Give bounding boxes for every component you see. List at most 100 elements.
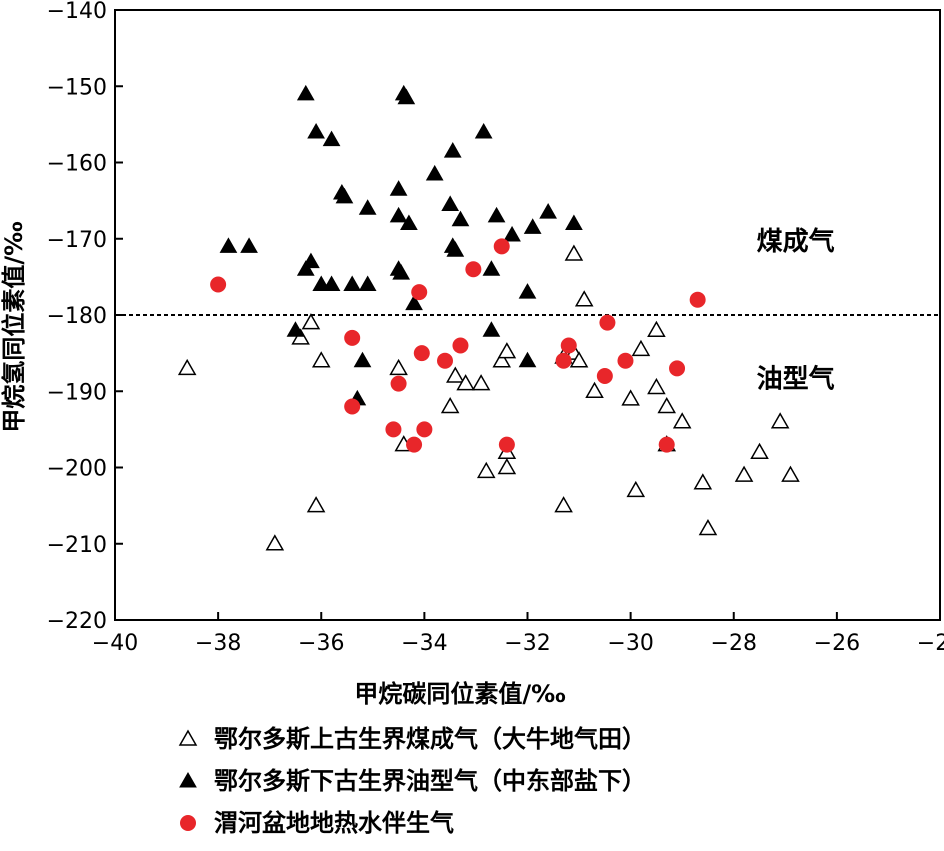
axis-ticks: −40 −38 −36 −34 −32 −30 −28 −26 −24 −140 −150 −160 −… xyxy=(47,0,944,656)
filled-triangle-point xyxy=(389,206,408,223)
filled-triangle-point xyxy=(446,241,465,257)
open-triangle-point xyxy=(265,534,285,551)
legend: 鄂尔多斯上古生界煤成气（大牛地气田） 鄂尔多斯下古生界油型气（中东部盐下） 渭河盆地… xyxy=(178,725,646,837)
red-circle-point xyxy=(437,352,453,369)
filled-triangle-point xyxy=(425,164,444,181)
open-triangle-point xyxy=(693,473,713,490)
red-circle-point xyxy=(493,238,510,255)
legend-label: 鄂尔多斯下古生界油型气（中东部盐下） xyxy=(214,767,646,795)
open-triangle-point xyxy=(626,480,646,498)
filled-triangle-point xyxy=(565,214,583,230)
y-tick-label: −220 xyxy=(47,609,107,634)
filled-triangle-point xyxy=(358,199,377,215)
open-triangle-point xyxy=(476,461,496,479)
filled-triangle-point xyxy=(389,180,408,196)
filled-triangle-point xyxy=(397,88,416,105)
open-triangle-point xyxy=(456,374,475,391)
y-tick-label: −180 xyxy=(47,304,107,329)
open-triangle-point xyxy=(585,381,604,398)
open-triangle-point xyxy=(306,496,326,513)
open-triangle-point xyxy=(647,377,666,395)
open-triangle-point xyxy=(497,342,517,359)
filled-triangle-point xyxy=(307,122,325,139)
x-tick-label: −30 xyxy=(607,631,653,656)
filled-triangle-point xyxy=(400,214,418,230)
open-triangle-point xyxy=(291,328,310,345)
filled-triangle-point xyxy=(296,84,315,101)
filled-triangle-point xyxy=(240,237,258,253)
legend-item: 鄂尔多斯下古生界油型气（中东部盐下） xyxy=(179,767,646,795)
open-triangle-point xyxy=(446,366,465,383)
open-triangle-point xyxy=(554,496,573,513)
open-triangle-point xyxy=(770,412,790,429)
red-circle-point xyxy=(344,398,361,415)
y-tick-label: −160 xyxy=(47,152,107,177)
filled-triangle-point xyxy=(358,275,377,291)
filled-triangle-point xyxy=(353,351,372,368)
red-circle-point xyxy=(617,352,634,369)
open-triangle-point xyxy=(574,290,594,307)
red-circle-point xyxy=(210,276,227,293)
red-circle-point xyxy=(413,345,430,362)
x-tick-label: −40 xyxy=(92,631,138,656)
red-circle-point xyxy=(411,284,428,301)
open-triangle-point xyxy=(389,358,408,376)
legend-marker-triangle-open xyxy=(178,729,198,746)
y-tick-label: −170 xyxy=(47,228,107,253)
filled-triangle-point xyxy=(343,275,362,291)
open-triangle-point xyxy=(471,374,491,391)
filled-triangle-point xyxy=(518,283,537,299)
x-axis-title: 甲烷碳同位素值/‰ xyxy=(354,680,566,708)
red-circle-point xyxy=(416,421,433,438)
red-circle-point xyxy=(599,314,616,331)
open-triangle-point xyxy=(621,389,640,406)
filled-triangle-point xyxy=(322,130,341,147)
y-axis-title: 甲烷氢同位素值/‰ xyxy=(0,221,28,433)
filled-triangle-point xyxy=(405,294,423,311)
y-tick-label: −210 xyxy=(47,533,107,558)
red-circle-point xyxy=(555,352,572,369)
open-triangle-point xyxy=(301,313,321,330)
filled-triangle-point xyxy=(518,351,537,368)
filled-triangle-point xyxy=(286,321,305,337)
open-triangle-point xyxy=(564,244,584,261)
open-triangle-point xyxy=(647,320,666,337)
legend-marker-triangle-filled xyxy=(179,771,197,788)
filled-triangle-point xyxy=(322,275,341,291)
open-triangle-point xyxy=(497,457,517,475)
open-triangle-point xyxy=(440,396,460,414)
open-triangle-point xyxy=(631,339,651,357)
series-triangle-open xyxy=(177,244,800,551)
filled-triangle-point xyxy=(482,260,501,276)
red-circle-point xyxy=(344,329,361,346)
red-circle-point xyxy=(390,375,407,392)
open-triangle-point xyxy=(734,465,754,482)
open-triangle-point xyxy=(781,465,800,482)
open-triangle-point xyxy=(750,442,769,459)
x-tick-label: −26 xyxy=(814,631,860,656)
red-circle-point xyxy=(465,261,482,278)
legend-item: 鄂尔多斯上古生界煤成气（大牛地气田） xyxy=(178,725,646,753)
filled-triangle-point xyxy=(335,187,354,204)
red-circle-point xyxy=(498,436,515,453)
filled-triangle-point xyxy=(539,203,557,219)
filled-triangle-point xyxy=(296,260,315,276)
x-tick-label: −28 xyxy=(711,631,757,656)
filled-triangle-point xyxy=(482,321,501,337)
open-triangle-point xyxy=(672,412,692,429)
open-triangle-point xyxy=(492,351,512,368)
filled-triangle-point xyxy=(219,237,238,253)
open-triangle-point xyxy=(657,396,677,414)
red-circle-point xyxy=(406,436,423,453)
y-tick-label: −140 xyxy=(47,0,107,24)
filled-triangle-point xyxy=(523,218,542,234)
series-circle-filled xyxy=(210,238,706,453)
zone-label: 油型气 xyxy=(757,363,835,394)
legend-item: 渭河盆地地热水伴生气 xyxy=(180,809,454,837)
x-tick-label: −34 xyxy=(401,631,447,656)
filled-triangle-point xyxy=(443,142,462,158)
zone-label: 煤成气 xyxy=(757,226,835,257)
x-tick-label: −24 xyxy=(917,631,944,656)
